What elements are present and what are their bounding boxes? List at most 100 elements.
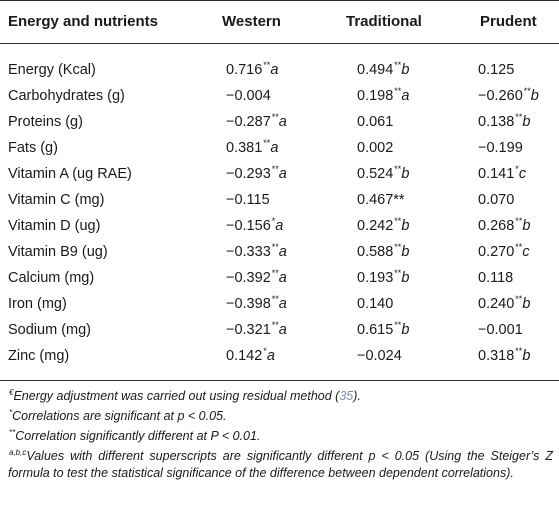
footnote-text: Values with different superscripts are s…: [8, 449, 553, 480]
cell-western: −0.333**a: [226, 243, 287, 261]
footnote-mark: €: [9, 388, 14, 397]
cell-value: −0.287: [226, 114, 271, 130]
cell-value: −0.115: [226, 192, 270, 208]
cell-value: Vitamin B9 (ug): [8, 244, 108, 260]
significance-superscript: **: [394, 60, 402, 70]
cell-western: 0.716**a: [226, 61, 278, 79]
cell-value: Vitamin A (ug RAE): [8, 166, 132, 182]
group-letter: c: [522, 244, 530, 260]
cell-value: −0.024: [357, 348, 402, 364]
cell-western: −0.398**a: [226, 295, 287, 313]
cell-value: Carbohydrates (g): [8, 88, 125, 104]
cell-value: Iron (mg): [8, 296, 67, 312]
significance-superscript: **: [523, 86, 531, 96]
cell-western: 0.381**a: [226, 139, 278, 157]
group-letter: a: [278, 114, 287, 130]
reference-link[interactable]: 35: [339, 389, 354, 403]
cell-value: Sodium (mg): [8, 322, 91, 338]
row-label: Vitamin C (mg): [8, 191, 104, 209]
cell-traditional: 0.002: [357, 139, 394, 157]
significance-superscript: **: [394, 216, 402, 226]
group-letter: a: [278, 270, 287, 286]
cell-value: −0.293: [226, 166, 271, 182]
cell-traditional: −0.024: [357, 347, 403, 365]
group-letter: a: [270, 140, 279, 156]
row-label: Zinc (mg): [8, 347, 69, 365]
cell-value: 0.141: [478, 166, 515, 182]
cell-value: Zinc (mg): [8, 348, 70, 364]
significance-superscript: **: [394, 86, 402, 96]
header-energy-nutrients: Energy and nutrients: [8, 13, 159, 30]
cell-traditional: 0.615**b: [357, 321, 409, 339]
cell-value: 0.198: [357, 88, 394, 104]
significance-superscript: **: [515, 216, 523, 226]
cell-value: 0.140: [357, 296, 394, 312]
cell-prudent: 0.268**b: [478, 217, 530, 235]
row-label: Vitamin D (ug): [8, 217, 100, 235]
cell-value: Energy (Kcal): [8, 62, 96, 78]
group-letter: b: [401, 270, 410, 286]
cell-western: −0.392**a: [226, 269, 287, 287]
row-label: Iron (mg): [8, 295, 67, 313]
cell-value: Vitamin C (mg): [8, 192, 105, 208]
significance-superscript: **: [515, 294, 523, 304]
row-label: Calcium (mg): [8, 269, 94, 287]
significance-superscript: **: [515, 112, 523, 122]
cell-value: 0.193: [357, 270, 394, 286]
cell-traditional: 0.140: [357, 295, 394, 313]
cell-value: 0.242: [357, 218, 394, 234]
cell-value: −0.398: [226, 296, 271, 312]
group-letter: a: [266, 348, 275, 364]
header-traditional: Traditional: [346, 13, 422, 30]
cell-prudent: 0.070: [478, 191, 515, 209]
cell-value: Proteins (g): [8, 114, 83, 130]
significance-superscript: **: [515, 346, 523, 356]
significance-superscript: *: [515, 164, 519, 174]
cell-value: 0.270: [478, 244, 515, 260]
cell-value: 0.142: [226, 348, 263, 364]
cell-value: 0.138: [478, 114, 515, 130]
group-letter: b: [401, 244, 410, 260]
row-label: Carbohydrates (g): [8, 87, 125, 105]
footnote-superscripts: a,b,cValues with different superscripts …: [8, 448, 553, 482]
cell-value: 0.494: [357, 62, 394, 78]
significance-superscript: **: [394, 242, 402, 252]
cell-traditional: 0.494**b: [357, 61, 409, 79]
row-label: Sodium (mg): [8, 321, 91, 339]
row-label: Fats (g): [8, 139, 58, 157]
footnote-significance: *Correlations are significant at p < 0.0…: [8, 408, 553, 425]
cell-prudent: 0.138**b: [478, 113, 530, 131]
group-letter: b: [401, 62, 410, 78]
group-letter: a: [278, 166, 287, 182]
cell-value: 0.268: [478, 218, 515, 234]
footnote-mark: *: [9, 408, 13, 417]
header-western: Western: [222, 13, 281, 30]
cell-prudent: 0.270**c: [478, 243, 530, 261]
row-label: Energy (Kcal): [8, 61, 96, 79]
cell-western: −0.115: [226, 191, 271, 209]
header-prudent: Prudent: [480, 13, 537, 30]
significance-superscript: **: [271, 242, 279, 252]
group-letter: a: [278, 322, 287, 338]
group-letter: c: [518, 166, 527, 182]
significance-superscript: **: [271, 164, 279, 174]
cell-value: 0.061: [357, 114, 394, 130]
cell-traditional: 0.242**b: [357, 217, 409, 235]
significance-superscript: **: [515, 242, 523, 252]
cell-value: 0.524: [357, 166, 394, 182]
cell-prudent: 0.118: [478, 269, 514, 287]
row-label: Vitamin A (ug RAE): [8, 165, 132, 183]
significance-superscript: *: [271, 216, 276, 226]
cell-western: −0.287**a: [226, 113, 287, 131]
significance-superscript: **: [271, 112, 279, 122]
group-letter: a: [270, 62, 279, 78]
cell-value: −0.392: [226, 270, 271, 286]
cell-value: 0.125: [478, 62, 515, 78]
cell-traditional: 0.198**a: [357, 87, 409, 105]
group-letter: b: [530, 88, 539, 104]
cell-value: 0.615: [357, 322, 394, 338]
cell-value: −0.321: [226, 322, 271, 338]
group-letter: a: [401, 88, 410, 104]
significance-superscript: **: [394, 268, 402, 278]
group-letter: a: [278, 244, 287, 260]
